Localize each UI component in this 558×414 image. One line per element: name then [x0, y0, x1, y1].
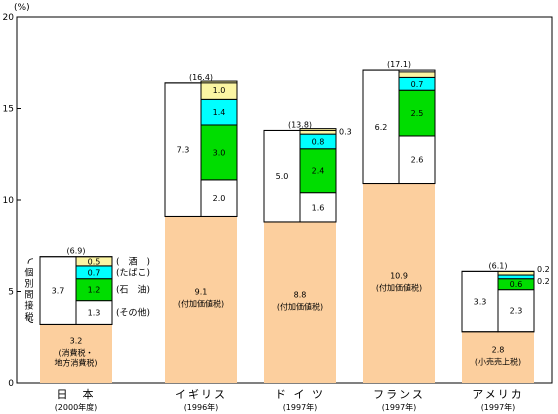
segment-label-tobacco: 0.8	[312, 137, 325, 146]
segment-label-other: 1.3	[88, 309, 101, 318]
segment-label-oil: 1.2	[88, 286, 101, 295]
individual-block-frame	[461, 270, 535, 333]
segment-other	[497, 289, 535, 333]
vertical-paren-bottom	[27, 317, 34, 323]
individual-total-label: 6.2	[375, 123, 388, 132]
labels-layer: 3.7 1.3 1.2 0.7 0.5(6.9) 3.2 (消費税・地方消費税) 日 本(20…	[24, 60, 549, 412]
consumption-bar	[165, 216, 237, 383]
legend-label-other: (その他)	[116, 307, 150, 319]
segment-label-tobacco: 0.7	[88, 268, 101, 277]
legend-label-tobacco: (たばこ)	[116, 267, 150, 278]
total-label: (17.1)	[387, 60, 411, 69]
vertical-paren-top	[27, 258, 34, 264]
segment-label-oil: 2.4	[312, 167, 325, 176]
individual-total-label: 3.3	[474, 298, 487, 307]
consumption-bar	[363, 183, 435, 383]
consumption-note: (消費税・	[58, 348, 93, 358]
individual-total-bar	[39, 256, 77, 325]
segment-tobacco	[200, 98, 238, 126]
consumption-label: 9.1	[195, 288, 208, 297]
consumption-note: (付加価値税)	[178, 299, 224, 309]
segment-alcohol	[398, 71, 436, 78]
category-year: (1997年)	[481, 402, 516, 412]
segment-label-oil: 3.0	[213, 148, 226, 157]
segment-label-alcohol: 0.5	[88, 257, 101, 266]
segment-label-other: 2.3	[510, 307, 523, 316]
total-label: (6.1)	[489, 261, 508, 270]
total-label: (13.8)	[288, 120, 312, 129]
segment-oil	[200, 124, 238, 181]
y-tick-label: 10	[3, 196, 15, 206]
individual-block-frame	[362, 69, 436, 185]
individual-total-label: 7.3	[177, 146, 190, 155]
legend-label-alcohol: ( 酒 )	[116, 256, 150, 267]
consumption-note: 地方消費税)	[54, 358, 97, 368]
consumption-label: 10.9	[390, 271, 408, 280]
consumption-note: (小売売上税)	[475, 356, 521, 366]
segment-alcohol	[497, 270, 535, 276]
y-tick-label: 5	[8, 288, 14, 298]
y-tick-label: 20	[3, 13, 15, 23]
outside-segment-label: 0.3	[339, 127, 352, 136]
y-tick-label: 15	[3, 105, 14, 115]
individual-block-frame	[39, 256, 113, 325]
consumption-label: 2.8	[492, 345, 505, 354]
bars-layer	[39, 69, 535, 383]
consumption-bar	[40, 324, 112, 383]
vertical-axis-char: 税	[24, 311, 33, 323]
segment-tobacco	[497, 274, 535, 280]
consumption-note: (付加価値税)	[277, 301, 323, 311]
segment-label-other: 2.6	[411, 156, 424, 165]
segment-oil	[398, 89, 436, 137]
y-unit-label: (%)	[14, 3, 30, 13]
segment-label-other: 2.0	[213, 194, 226, 203]
category-label: 日 本	[57, 387, 96, 401]
consumption-bar	[264, 221, 336, 383]
segment-label-oil: 0.6	[510, 280, 523, 289]
segment-label-tobacco: 0.7	[411, 80, 424, 89]
total-label: (6.9)	[67, 247, 86, 256]
outside-segment-label: 0.2	[537, 265, 550, 274]
category-year: (1996年)	[184, 402, 219, 412]
individual-total-bar	[164, 82, 202, 217]
category-label: イギリス	[175, 388, 227, 401]
consumption-label: 8.8	[294, 290, 307, 299]
segment-label-other: 1.6	[312, 203, 325, 212]
category-label: アメリカ	[472, 388, 523, 401]
category-label: フランス	[373, 388, 425, 401]
individual-total-bar	[263, 129, 301, 223]
consumption-bar	[462, 331, 534, 383]
category-label: ド イ ツ	[275, 388, 325, 401]
segment-label-alcohol: 1.0	[213, 86, 226, 95]
total-label: (16.4)	[189, 73, 213, 82]
vertical-axis-char: 別	[24, 278, 33, 289]
consumption-note: (付加価値税)	[376, 282, 422, 292]
individual-total-bar	[362, 69, 400, 185]
category-year: (2000年度)	[55, 402, 98, 412]
category-year: (1997年)	[382, 402, 417, 412]
y-tick-label: 0	[8, 379, 14, 389]
outside-segment-label: 0.2	[537, 277, 550, 286]
individual-block-frame	[263, 129, 337, 223]
vertical-axis-char: 間	[24, 290, 33, 301]
individual-total-label: 3.7	[52, 287, 65, 296]
legend-label-oil: (石 油)	[116, 284, 150, 296]
vertical-axis-char: 個	[24, 266, 33, 278]
individual-block-frame	[164, 82, 238, 217]
category-year: (1997年)	[283, 402, 318, 412]
consumption-label: 3.2	[70, 337, 83, 346]
segment-oil	[299, 148, 337, 194]
individual-total-label: 5.0	[276, 172, 289, 181]
vertical-axis-char: 接	[24, 300, 33, 312]
segment-label-tobacco: 1.4	[213, 108, 226, 117]
segment-label-oil: 2.5	[411, 109, 424, 118]
segment-other	[398, 135, 436, 185]
